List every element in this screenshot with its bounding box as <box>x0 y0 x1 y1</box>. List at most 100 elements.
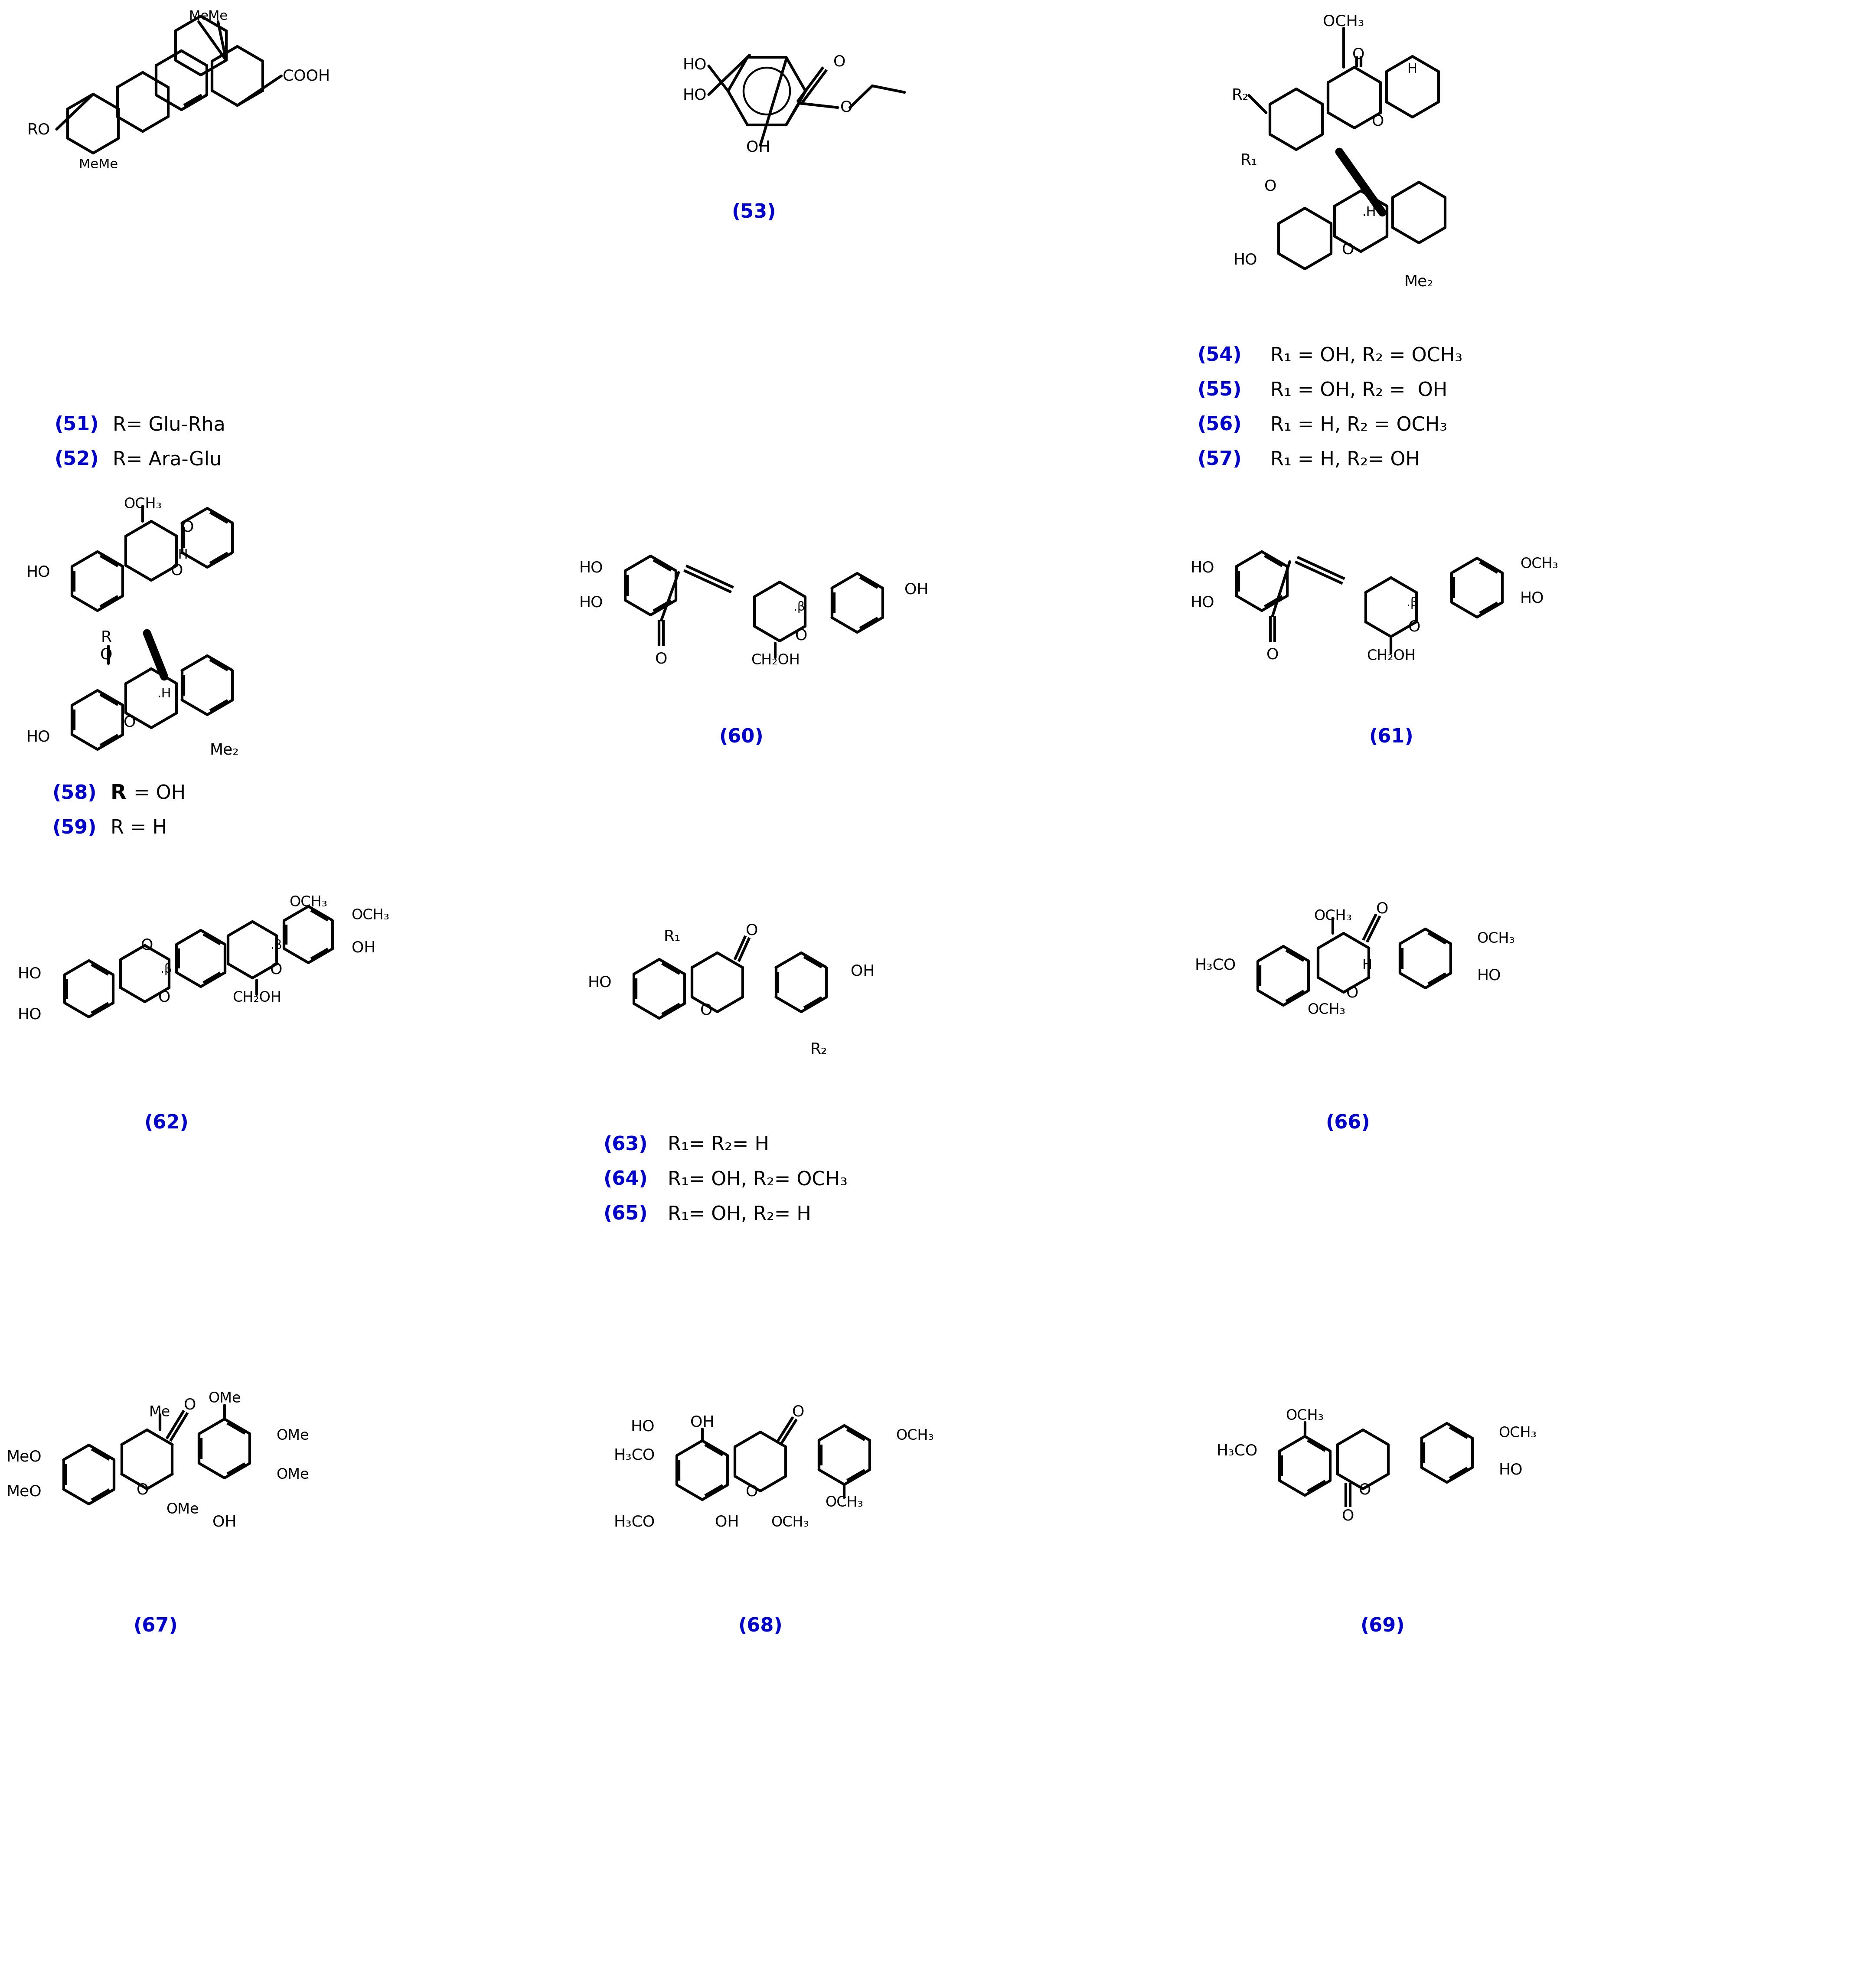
Text: OH: OH <box>213 1515 236 1529</box>
Text: OH: OH <box>746 139 770 155</box>
Text: R₁ = OH, R₂ =  OH: R₁ = OH, R₂ = OH <box>1270 382 1447 400</box>
Text: R = H: R = H <box>110 819 166 837</box>
Text: (52): (52) <box>54 451 99 469</box>
Text: HO: HO <box>17 1008 41 1022</box>
Text: R₂: R₂ <box>1232 87 1249 103</box>
Text: (57): (57) <box>1197 451 1242 469</box>
Text: R₁= R₂= H: R₁= R₂= H <box>668 1135 769 1155</box>
Text: Me₂: Me₂ <box>1404 274 1434 290</box>
Text: OCH₃: OCH₃ <box>825 1495 864 1509</box>
Text: (68): (68) <box>739 1616 784 1636</box>
Text: HO: HO <box>1234 252 1257 268</box>
Text: OCH₃: OCH₃ <box>123 497 163 511</box>
Text: OCH₃: OCH₃ <box>770 1515 810 1529</box>
Text: (66): (66) <box>1326 1113 1371 1133</box>
Text: HO: HO <box>683 87 707 103</box>
Text: OMe: OMe <box>277 1427 309 1443</box>
Text: R₁ = H, R₂ = OCH₃: R₁ = H, R₂ = OCH₃ <box>1270 415 1447 433</box>
Text: HO: HO <box>587 974 611 990</box>
Text: .β: .β <box>793 600 804 612</box>
Text: OH: OH <box>851 964 875 978</box>
Text: HO: HO <box>580 596 604 610</box>
Text: O: O <box>1343 1509 1354 1523</box>
Text: (51): (51) <box>54 415 99 433</box>
Text: (62): (62) <box>144 1113 189 1133</box>
Text: H₃CO: H₃CO <box>1195 958 1236 972</box>
Text: R: R <box>101 630 112 644</box>
Text: .H: .H <box>174 549 189 561</box>
Text: OMe: OMe <box>208 1392 241 1406</box>
Text: CH₂OH: CH₂OH <box>1367 648 1416 664</box>
Text: .H: .H <box>157 688 172 700</box>
Text: HO: HO <box>630 1419 654 1433</box>
Text: HO: HO <box>1520 590 1545 606</box>
Text: Me: Me <box>208 10 228 22</box>
Text: O: O <box>140 938 153 952</box>
Text: H: H <box>1361 958 1373 972</box>
Text: R₁: R₁ <box>664 928 681 944</box>
Text: OMe: OMe <box>277 1467 309 1481</box>
Text: (55): (55) <box>1197 382 1242 400</box>
Text: (67): (67) <box>133 1616 178 1636</box>
Text: (54): (54) <box>1197 346 1242 366</box>
Text: OCH₃: OCH₃ <box>1477 932 1515 946</box>
Text: OCH₃: OCH₃ <box>1520 557 1558 571</box>
Text: (56): (56) <box>1197 415 1242 433</box>
Text: OH: OH <box>690 1415 714 1429</box>
Text: HO: HO <box>1191 596 1214 610</box>
Text: HO: HO <box>26 565 50 580</box>
Text: O: O <box>183 1398 196 1413</box>
Text: OCH₃: OCH₃ <box>1307 1002 1345 1016</box>
Text: HO: HO <box>26 730 50 746</box>
Text: R₁ = H, R₂= OH: R₁ = H, R₂= OH <box>1270 451 1419 469</box>
Text: HO: HO <box>1498 1463 1522 1477</box>
Text: HO: HO <box>580 561 604 575</box>
Text: O: O <box>1359 1483 1371 1497</box>
Text: OH: OH <box>905 582 929 596</box>
Text: (63): (63) <box>604 1135 647 1155</box>
Text: Me: Me <box>189 10 208 22</box>
Text: MeO: MeO <box>6 1449 41 1465</box>
Text: O: O <box>1352 48 1365 62</box>
Text: .H: .H <box>1363 207 1376 219</box>
Text: R₁ = OH, R₂ = OCH₃: R₁ = OH, R₂ = OCH₃ <box>1270 346 1462 366</box>
Text: HO: HO <box>17 966 41 980</box>
Text: R₂: R₂ <box>810 1042 827 1058</box>
Text: O: O <box>1373 113 1384 129</box>
Text: OCH₃: OCH₃ <box>290 895 327 909</box>
Text: OCH₃: OCH₃ <box>352 909 389 922</box>
Text: O: O <box>170 563 183 579</box>
Text: H₃CO: H₃CO <box>613 1515 654 1529</box>
Text: O: O <box>123 716 137 730</box>
Text: O: O <box>1343 243 1354 256</box>
Text: OCH₃: OCH₃ <box>1315 909 1352 922</box>
Text: Me: Me <box>79 159 99 171</box>
Text: (59): (59) <box>52 819 97 837</box>
Text: O: O <box>1408 620 1421 634</box>
Text: R₁: R₁ <box>1240 153 1257 167</box>
Text: .β: .β <box>161 964 172 976</box>
Text: MeO: MeO <box>6 1485 41 1499</box>
Text: CH₂OH: CH₂OH <box>752 654 800 668</box>
Text: (61): (61) <box>1369 728 1414 747</box>
Text: O: O <box>137 1483 150 1497</box>
Text: OH: OH <box>352 940 376 954</box>
Text: O: O <box>159 990 170 1004</box>
Text: OMe: OMe <box>166 1503 198 1517</box>
Text: O: O <box>793 1404 804 1419</box>
Text: Me₂: Me₂ <box>209 744 239 757</box>
Text: (58): (58) <box>52 785 97 803</box>
Text: (60): (60) <box>718 728 763 747</box>
Text: O: O <box>654 652 668 666</box>
Text: .β: .β <box>271 940 282 952</box>
Text: RO: RO <box>26 123 50 137</box>
Text: O: O <box>746 922 757 938</box>
Text: .β: .β <box>1406 596 1417 608</box>
Text: OCH₃: OCH₃ <box>1322 14 1365 30</box>
Text: O: O <box>834 54 845 70</box>
Text: HO: HO <box>1477 968 1502 984</box>
Text: R= Ara-Glu: R= Ara-Glu <box>112 451 221 469</box>
Text: (64): (64) <box>604 1171 647 1189</box>
Text: R₁= OH, R₂= H: R₁= OH, R₂= H <box>668 1205 812 1225</box>
Text: O: O <box>99 648 112 662</box>
